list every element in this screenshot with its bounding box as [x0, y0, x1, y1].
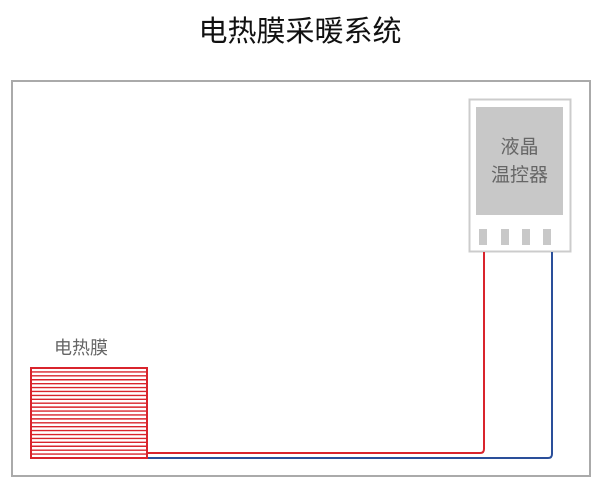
controller-screen: [476, 107, 563, 215]
film-label: 电热膜: [54, 338, 108, 359]
connector-pin: [522, 229, 530, 245]
diagram-title: 电热膜采暖系统: [198, 14, 402, 48]
room-frame: [11, 80, 591, 477]
controller-label-line1: 液晶: [500, 136, 539, 158]
connector-pin: [501, 229, 509, 245]
heating-film: [30, 367, 148, 459]
controller-label-line2: 温控器: [490, 164, 548, 186]
controller-screen-label: 液晶 温控器: [476, 107, 563, 215]
connector-pin: [479, 229, 487, 245]
neutral-wire: [147, 252, 553, 459]
connector-pin: [543, 229, 551, 245]
live-wire: [147, 252, 485, 454]
